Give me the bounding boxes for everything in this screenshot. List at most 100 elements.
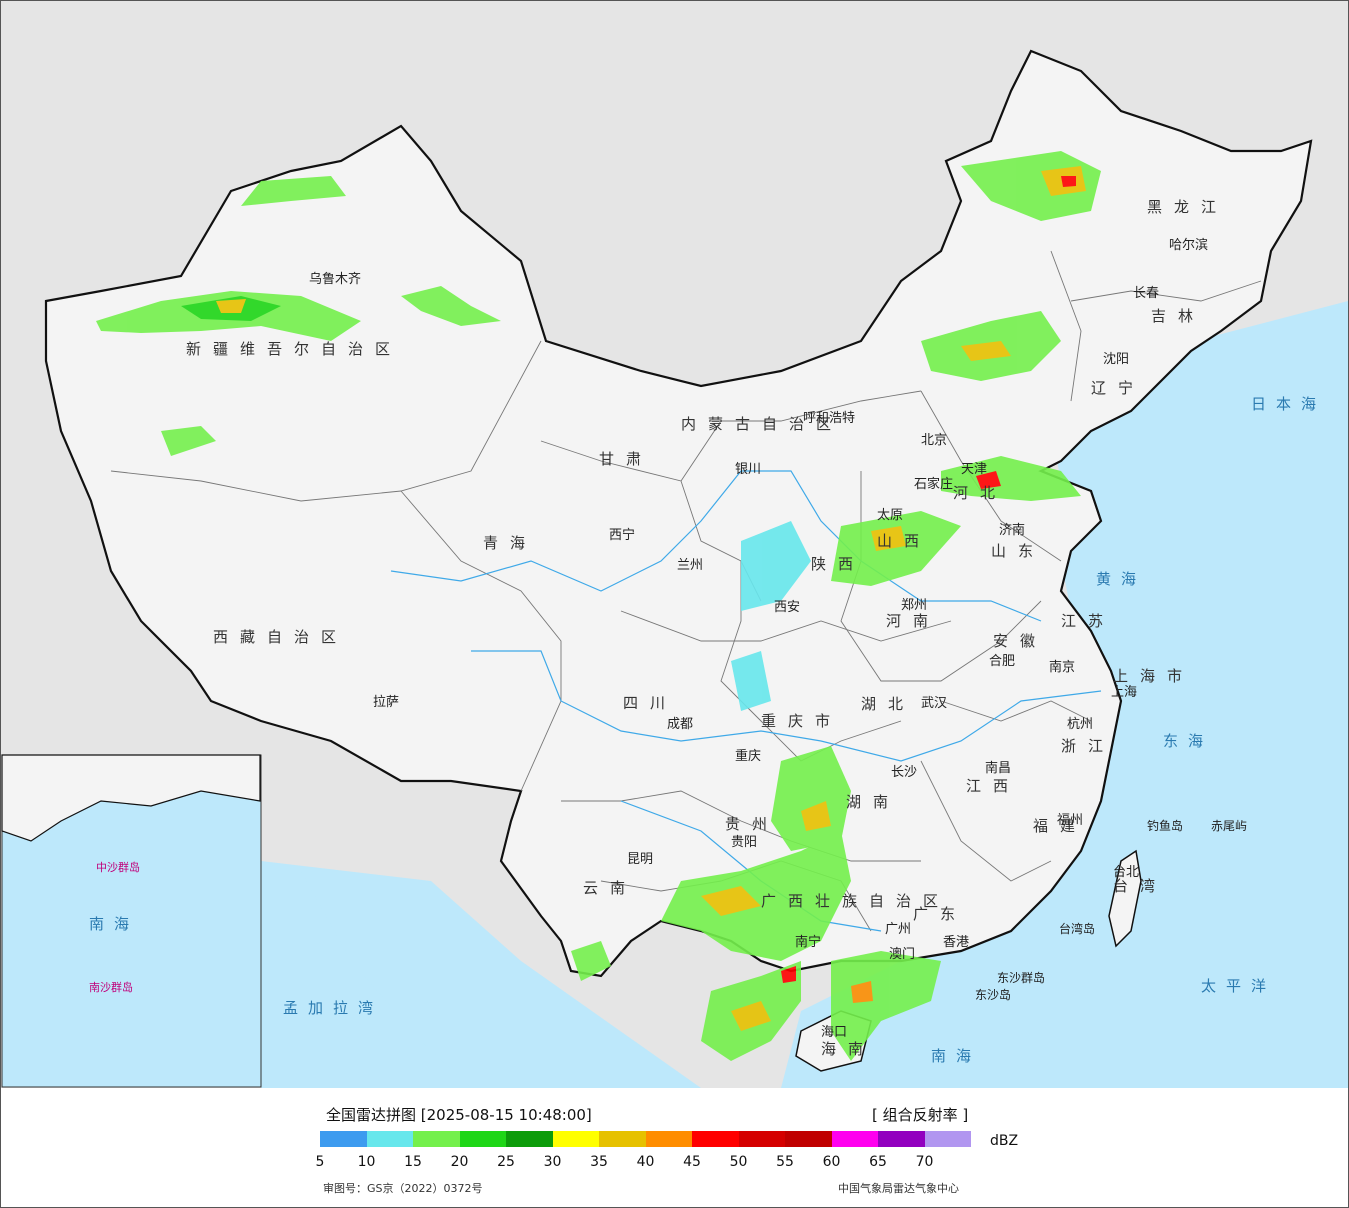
city-yinchuan: 银川 — [735, 462, 761, 477]
city-beijing: 北京 — [921, 433, 947, 448]
scale-tick-label: 45 — [683, 1154, 701, 1170]
city-lasa: 拉萨 — [373, 695, 399, 710]
label-jiangxi: 江西 — [966, 777, 1020, 795]
city-guiyang: 贵阳 — [731, 835, 757, 850]
scale-swatch — [320, 1131, 367, 1147]
city-wulumuqi: 乌鲁木齐 — [309, 271, 361, 287]
city-chengdu: 成都 — [667, 717, 693, 732]
city-shanghai: 上海 — [1111, 685, 1137, 700]
bay-of-bengal — [261, 861, 471, 1088]
scale-tick-label: 65 — [869, 1154, 887, 1170]
inset-nanhai: 南海 — [89, 915, 139, 933]
city-xining: 西宁 — [609, 527, 635, 543]
label-shandong: 山东 — [991, 542, 1045, 560]
label-fujian: 福建 — [1033, 817, 1087, 835]
label-jiangsu: 江苏 — [1061, 612, 1115, 630]
label-shaanxi: 陕西 — [811, 555, 865, 573]
scale-tick-label: 20 — [450, 1154, 469, 1170]
label-hunan: 湖南 — [846, 793, 900, 811]
scale-tick-label: 35 — [590, 1154, 608, 1170]
approval-number: 审图号：GS京（2022）0372号 — [323, 1182, 483, 1195]
scale-swatch — [599, 1131, 646, 1147]
label-sichuan: 四川 — [623, 694, 677, 712]
scale-swatch — [645, 1131, 692, 1147]
scale-swatch — [552, 1131, 599, 1147]
city-fuzhou: 福州 — [1057, 813, 1083, 828]
scale-swatch — [831, 1131, 878, 1147]
scale-swatch — [366, 1131, 413, 1147]
city-changsha: 长沙 — [891, 765, 917, 780]
map-labels: 新疆维吾尔自治区 西藏自治区 青海 甘肃 内蒙古自治区 黑龙江 吉林 辽宁 河北… — [186, 198, 1326, 1065]
city-lanzhou: 兰州 — [677, 558, 703, 573]
agency-name: 中国气象局雷达气象中心 — [838, 1182, 959, 1195]
scale-tick-label: 40 — [636, 1154, 655, 1170]
city-kunming: 昆明 — [627, 852, 653, 867]
city-hangzhou: 杭州 — [1067, 717, 1093, 732]
city-changchun: 长春 — [1133, 286, 1159, 301]
city-nanchang: 南昌 — [985, 760, 1011, 776]
label-heilongjiang: 黑龙江 — [1147, 198, 1228, 216]
label-jilin: 吉林 — [1151, 307, 1205, 325]
sea-mengjialawan: 孟加拉湾 — [283, 999, 383, 1017]
city-xian: 西安 — [774, 600, 800, 615]
sea-huanghai: 黄海 — [1096, 570, 1146, 588]
city-xianggang: 香港 — [943, 935, 969, 950]
city-jinan: 济南 — [999, 522, 1025, 538]
scale-tick-label: 55 — [776, 1154, 794, 1170]
label-xinjiang: 新疆维吾尔自治区 — [186, 340, 402, 358]
city-shenyang: 沈阳 — [1103, 352, 1129, 367]
label-taiwan: 台湾 — [1113, 877, 1167, 895]
label-yunnan: 云南 — [583, 879, 637, 897]
scale-tick-label: 10 — [357, 1154, 376, 1170]
sea-ribenhai: 日本海 — [1251, 395, 1326, 413]
label-liaoning: 辽宁 — [1091, 379, 1145, 397]
city-guangzhou: 广州 — [885, 922, 911, 937]
city-haikou: 海口 — [821, 1025, 847, 1040]
scale-tick-label: 50 — [729, 1154, 748, 1170]
scale-tick-label: 15 — [404, 1154, 422, 1170]
city-nanning: 南宁 — [795, 934, 821, 950]
inset-nanshaqundao: 南沙群岛 — [89, 980, 133, 994]
legend-product: [ 组合反射率 ] — [872, 1106, 969, 1124]
scale-swatch — [459, 1131, 506, 1147]
scale-tick-label: 60 — [822, 1154, 841, 1170]
label-zhejiang: 浙江 — [1061, 737, 1115, 755]
scale-swatch — [785, 1131, 832, 1147]
china-land — [44, 49, 1313, 978]
scale-swatch — [878, 1131, 925, 1147]
label-guangxi: 广西壮族自治区 — [761, 892, 950, 910]
label-gansu: 甘肃 — [599, 450, 653, 468]
city-shijiazhuang: 石家庄 — [914, 476, 953, 492]
city-huhehaote: 呼和浩特 — [803, 411, 855, 426]
city-zhengzhou: 郑州 — [901, 598, 927, 613]
legend-unit: dBZ — [990, 1133, 1019, 1149]
island-diaoyudao: 钓鱼岛 — [1147, 818, 1183, 833]
legend-panel — [0, 1088, 1349, 1208]
scale-swatch — [413, 1131, 460, 1147]
city-wuhan: 武汉 — [921, 696, 947, 711]
scale-swatch — [692, 1131, 739, 1147]
label-hebei: 河北 — [953, 484, 1007, 502]
city-nanjing: 南京 — [1049, 659, 1075, 675]
scale-tick-label: 5 — [315, 1154, 325, 1170]
island-taiwandao: 台湾岛 — [1059, 921, 1095, 936]
south-china-sea-inset: 中沙群岛 南沙群岛 南海 — [1, 754, 262, 1088]
city-chongqing: 重庆 — [735, 748, 761, 764]
city-hefei: 合肥 — [989, 654, 1015, 669]
island-chiweiyu: 赤尾屿 — [1211, 819, 1247, 833]
label-shanghai: 上海市 — [1113, 667, 1194, 685]
sea-donghai: 东海 — [1163, 732, 1213, 750]
city-haerbin: 哈尔滨 — [1169, 237, 1208, 253]
color-scale — [320, 1131, 971, 1147]
legend-title: 全国雷达拼图 [2025-08-15 10:48:00] — [326, 1106, 592, 1124]
scale-tick-label: 30 — [543, 1154, 562, 1170]
scale-tick-label: 25 — [497, 1154, 515, 1170]
island-dongshadao: 东沙岛 — [975, 987, 1011, 1002]
scale-swatch — [506, 1131, 553, 1147]
label-guizhou: 贵州 — [725, 815, 779, 833]
label-shanxi: 山西 — [877, 532, 931, 550]
taiwan — [1108, 849, 1142, 948]
scale-swatch — [924, 1131, 971, 1147]
city-taiyuan: 太原 — [877, 508, 903, 523]
